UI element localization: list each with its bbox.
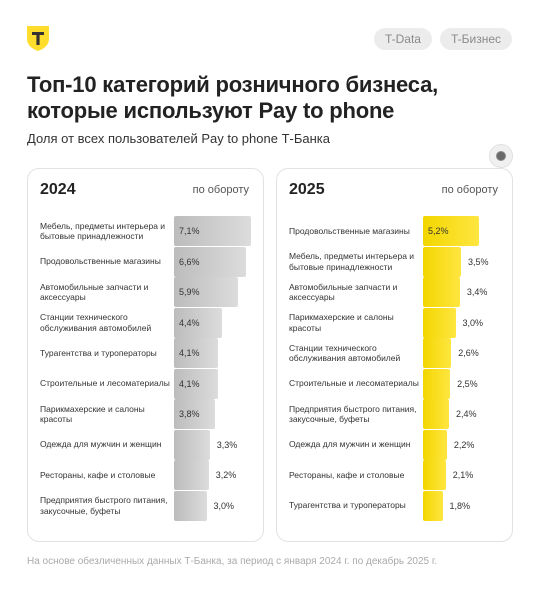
bar: [423, 338, 452, 368]
bar-row: Строительные и лесоматериалы 4,1%: [28, 368, 263, 399]
bar-row: Турагентства и туроператоры 1,8%: [277, 490, 512, 521]
value-label: 3,0%: [462, 317, 484, 328]
category-label: Продовольственные магазины: [289, 225, 410, 236]
value-label: 5,2%: [428, 226, 449, 236]
bar: [174, 399, 216, 429]
category-label: Одежда для мужчин и женщин: [289, 439, 411, 450]
bar-row: Парикмахерские и салоны красоты 3,8%: [28, 399, 263, 429]
bar: [423, 368, 451, 399]
bar-row: Станции технического обслуживания автомо…: [277, 338, 512, 368]
bar: [174, 338, 219, 368]
value-label: 3,4%: [466, 287, 488, 297]
value-label: 2,1%: [452, 470, 474, 480]
bar: [423, 460, 446, 490]
category-label: Парикмахерские и салоны красоты: [289, 312, 394, 333]
bar: [174, 460, 209, 490]
bar: [423, 490, 443, 521]
value-label: 3,3%: [216, 439, 238, 450]
panel-year-2025: 2025: [289, 181, 325, 198]
bar-row: Продовольственные магазины 6,6%: [28, 246, 263, 277]
value-label: 3,5%: [467, 256, 489, 267]
category-label: Мебель, предметы интерьера и бытовые при…: [40, 220, 166, 242]
header-tags: T-Data T-Бизнес: [373, 28, 512, 50]
bar: [423, 429, 447, 460]
value-label: 4,4%: [179, 317, 200, 328]
bar-row: Мебель, предметы интерьера и бытовые при…: [277, 246, 512, 277]
bar: [423, 246, 461, 277]
bar-row: Рестораны, кафе и столовые 2,1%: [277, 460, 512, 490]
chart-title: Топ-10 категорий розничного бизнеса, кот…: [27, 72, 439, 123]
bar: [174, 429, 210, 460]
tag-t-business[interactable]: T-Бизнес: [439, 28, 512, 50]
footnote: На основе обезличенных данных Т-Банка, з…: [27, 556, 438, 567]
tag-t-data[interactable]: T-Data: [373, 28, 432, 50]
panel-metric-label-2024: по обороту: [192, 184, 249, 196]
bar-row: Строительные и лесоматериалы 2,5%: [277, 368, 512, 399]
t-bank-logo-icon: [27, 26, 49, 51]
bar-row: Станции технического обслуживания автомо…: [28, 307, 263, 338]
floating-action-icon[interactable]: [489, 144, 513, 168]
bar: [423, 216, 480, 246]
category-label: Турагентства и туроператоры: [40, 347, 157, 358]
category-label: Станции технического обслуживания автомо…: [289, 342, 401, 364]
value-label: 2,2%: [453, 439, 475, 450]
category-label: Одежда для мужчин и женщин: [40, 439, 162, 450]
bar-row: Одежда для мужчин и женщин 2,2%: [277, 429, 512, 460]
bar: [423, 307, 456, 338]
bar: [174, 216, 251, 246]
bar-row: Парикмахерские и салоны красоты 3,0%: [277, 307, 512, 338]
bar: [174, 490, 207, 521]
value-label: 3,2%: [215, 470, 237, 480]
category-label: Автомобильные запчасти и аксессуары: [40, 281, 149, 303]
bar: [423, 277, 460, 307]
category-label: Строительные и лесоматериалы: [40, 378, 170, 389]
chart-subtitle: Доля от всех пользователей Pay to phone …: [27, 131, 330, 146]
category-label: Рестораны, кафе и столовые: [40, 469, 156, 480]
value-label: 3,8%: [179, 409, 200, 419]
bar-row: Рестораны, кафе и столовые 3,2%: [28, 460, 263, 490]
value-label: 2,6%: [458, 348, 479, 358]
bar: [174, 246, 246, 277]
value-label: 7,1%: [179, 226, 200, 236]
value-label: 2,4%: [456, 409, 477, 419]
bar: [423, 399, 450, 429]
value-label: 4,1%: [179, 378, 200, 389]
category-label: Предприятия быстрого питания, закусочные…: [40, 495, 168, 516]
value-label: 1,8%: [449, 500, 471, 511]
category-label: Рестораны, кафе и столовые: [289, 469, 405, 480]
value-label: 6,6%: [179, 256, 200, 267]
bar-row: Автомобильные запчасти и аксессуары 5,9%: [28, 277, 263, 307]
bar-row: Турагентства и туроператоры 4,1%: [28, 338, 263, 368]
chart-panel-2025: 2025 по обороту Продовольственные магази…: [276, 168, 513, 542]
value-label: 3,0%: [213, 500, 235, 511]
bar: [174, 307, 222, 338]
bar-row: Мебель, предметы интерьера и бытовые при…: [28, 216, 263, 246]
category-label: Турагентства и туроператоры: [289, 500, 406, 511]
category-label: Строительные и лесоматериалы: [289, 378, 419, 389]
bar-row: Предприятия быстрого питания, закусочные…: [277, 399, 512, 429]
bar-row: Продовольственные магазины 5,2%: [277, 216, 512, 246]
value-label: 5,9%: [179, 287, 200, 297]
value-label: 2,5%: [457, 378, 478, 389]
bar: [174, 277, 238, 307]
category-label: Продовольственные магазины: [40, 256, 161, 267]
bar-row: Автомобильные запчасти и аксессуары 3,4%: [277, 277, 512, 307]
category-label: Мебель, предметы интерьера и бытовые при…: [289, 251, 415, 272]
bar-row: Предприятия быстрого питания, закусочные…: [28, 490, 263, 521]
bar: [174, 368, 219, 399]
category-label: Станции технического обслуживания автомо…: [40, 312, 152, 333]
category-label: Предприятия быстрого питания, закусочные…: [289, 403, 417, 425]
panel-year-2024: 2024: [40, 181, 76, 198]
category-label: Парикмахерские и салоны красоты: [40, 403, 145, 425]
category-label: Автомобильные запчасти и аксессуары: [289, 281, 398, 303]
chart-panel-2024: 2024 по обороту Мебель, предметы интерье…: [27, 168, 264, 542]
panel-metric-label-2025: по обороту: [441, 184, 498, 196]
value-label: 4,1%: [179, 348, 200, 358]
bar-row: Одежда для мужчин и женщин 3,3%: [28, 429, 263, 460]
